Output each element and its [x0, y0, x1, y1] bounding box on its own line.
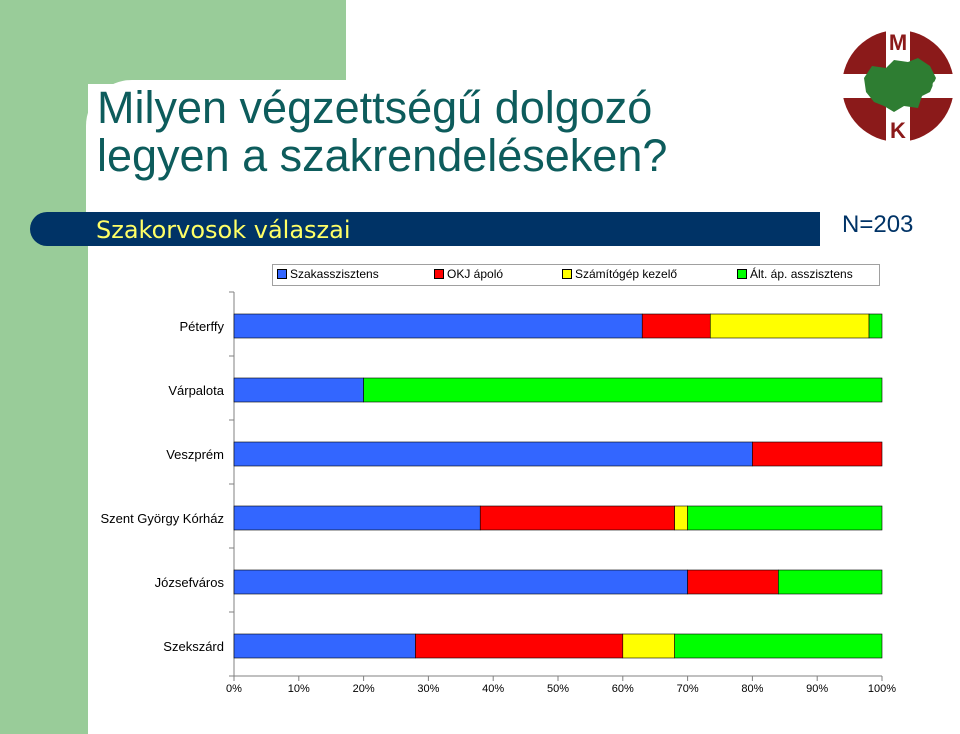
bar-segment — [674, 633, 883, 659]
bar-segment — [363, 377, 883, 403]
logo-letter-right: Sz — [931, 78, 952, 98]
category-label: Szekszárd — [163, 639, 224, 654]
bar-segment — [233, 313, 643, 339]
category-label: Várpalota — [168, 383, 224, 398]
decorative-green-band — [0, 0, 88, 734]
x-tick-label: 40% — [482, 683, 504, 695]
bar-segment — [709, 313, 870, 339]
bar-segment — [233, 505, 481, 531]
decorative-green-top — [88, 0, 346, 84]
legend-swatch-0 — [277, 268, 287, 279]
category-label: Péterffy — [179, 319, 224, 334]
bar-segment — [233, 377, 364, 403]
x-tick-label: 70% — [677, 683, 699, 695]
bar-segment — [778, 569, 883, 595]
x-tick-label: 0% — [226, 683, 242, 695]
legend-item-szakasszisztens: Szakasszisztens — [277, 267, 379, 281]
category-label: Veszprém — [166, 447, 224, 462]
title-background — [86, 80, 786, 220]
slide-title: Milyen végzettségű dolgozó legyen a szak… — [97, 84, 667, 180]
title-line-1: Milyen végzettségű dolgozó — [97, 82, 653, 133]
bar-segment — [687, 569, 779, 595]
bar-segment — [622, 633, 675, 659]
x-tick-label: 60% — [612, 683, 634, 695]
bar-segment — [641, 313, 711, 339]
legend-swatch-3 — [737, 268, 747, 279]
logo-letter-bottom: K — [890, 118, 906, 143]
bar-segment — [233, 569, 688, 595]
bar-segment — [415, 633, 624, 659]
legend-item-szamitogep-kezelo: Számítógép kezelő — [562, 267, 677, 281]
bar-segment — [233, 441, 753, 467]
hungary-map-icon — [864, 58, 936, 112]
category-label: Józsefváros — [155, 575, 225, 590]
x-tick-label: 80% — [741, 683, 763, 695]
x-tick-label: 20% — [353, 683, 375, 695]
bar-segment — [674, 505, 688, 531]
legend-label-0: Szakasszisztens — [290, 267, 379, 281]
legend-swatch-2 — [562, 268, 572, 279]
x-tick-label: 10% — [288, 683, 310, 695]
x-tick-label: 90% — [806, 683, 828, 695]
bar-segment — [687, 505, 883, 531]
legend-item-alt-ap-asszisztens: Ált. áp. asszisztens — [737, 267, 853, 281]
logo-letter-left: E — [845, 74, 860, 99]
bar-segment — [233, 633, 416, 659]
legend-label-1: OKJ ápoló — [447, 267, 504, 281]
legend-label-3: Ált. áp. asszisztens — [750, 267, 853, 281]
category-label: Szent György Kórház — [100, 511, 224, 526]
x-tick-label: 50% — [547, 683, 569, 695]
logo-letter-top: M — [889, 30, 907, 55]
bar-segment — [868, 313, 883, 339]
chart-legend: Szakasszisztens OKJ ápoló Számítógép kez… — [272, 264, 880, 286]
legend-swatch-1 — [434, 268, 444, 279]
bar-segment — [752, 441, 883, 467]
sample-size-label: N=203 — [842, 211, 914, 238]
mesz-logo: M E Sz K — [842, 30, 954, 143]
x-tick-label: 100% — [868, 683, 896, 695]
legend-item-okj-apolo: OKJ ápoló — [434, 267, 503, 281]
subtitle-banner — [30, 212, 820, 246]
title-line-2: legyen a szakrendeléseken? — [97, 130, 668, 181]
bar-segment — [479, 505, 675, 531]
subtitle: Szakorvosok válaszai — [96, 216, 351, 244]
x-tick-label: 30% — [417, 683, 439, 695]
legend-label-2: Számítógép kezelő — [575, 267, 678, 281]
